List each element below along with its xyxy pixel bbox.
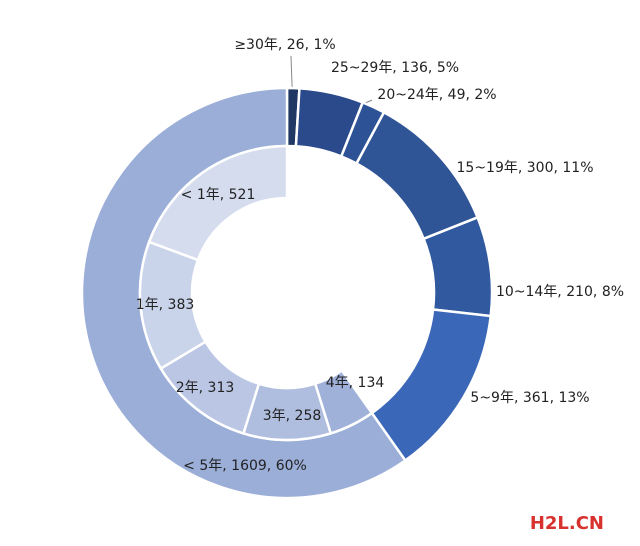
- data-label: 4年, 134: [326, 375, 385, 391]
- data-label: 2年, 313: [176, 380, 235, 396]
- data-label: 20~24年, 49, 2%: [377, 87, 496, 103]
- data-label: < 1年, 521: [181, 187, 256, 203]
- data-label: 10~14年, 210, 8%: [496, 284, 624, 300]
- data-label: 15~19年, 300, 11%: [457, 160, 594, 176]
- data-label: ≥30年, 26, 1%: [234, 37, 335, 53]
- data-label: 5~9年, 361, 13%: [470, 390, 589, 406]
- data-label: 1年, 383: [136, 297, 195, 313]
- data-label: < 5年, 1609, 60%: [183, 458, 307, 474]
- data-label: 25~29年, 136, 5%: [331, 60, 459, 76]
- watermark: H2L.CN: [530, 513, 604, 534]
- data-label: 3年, 258: [263, 408, 322, 424]
- inner-segment: [313, 368, 374, 435]
